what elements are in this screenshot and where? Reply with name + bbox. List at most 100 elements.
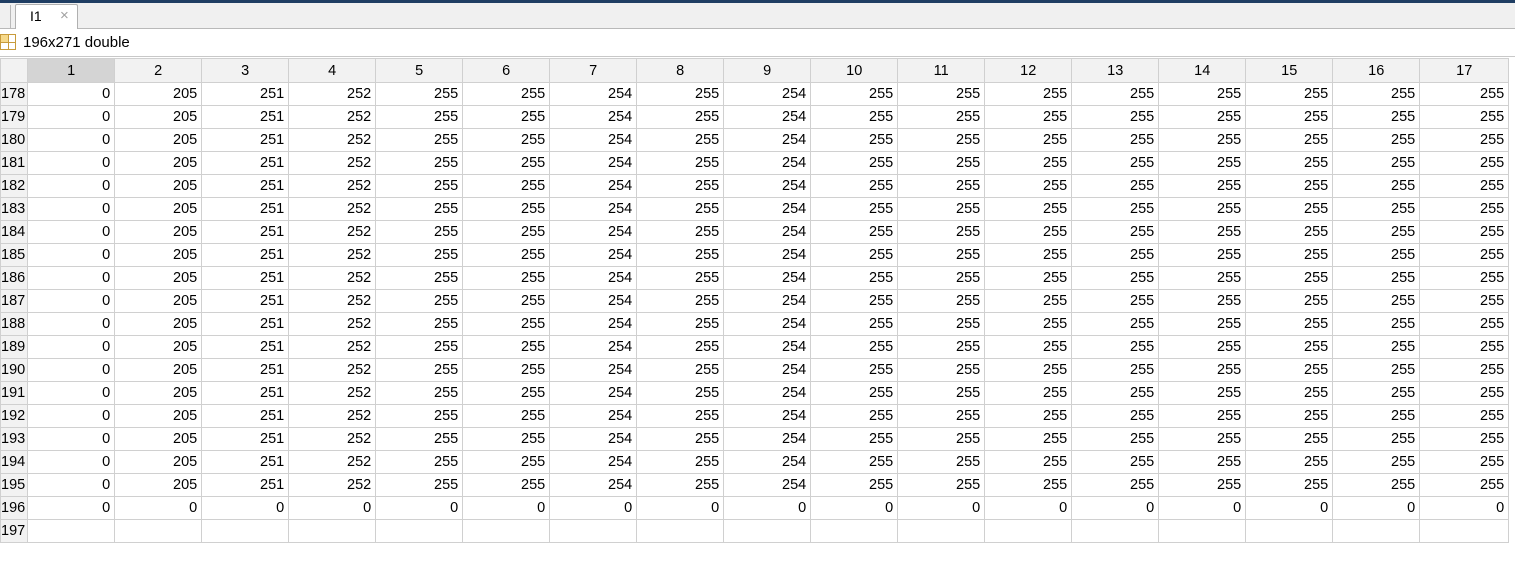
grid-cell[interactable]: 255	[1419, 243, 1510, 267]
grid-cell[interactable]: 255	[636, 128, 725, 152]
grid-cell[interactable]: 254	[549, 312, 638, 336]
grid-cell[interactable]: 205	[114, 335, 203, 359]
grid-cell[interactable]: 255	[984, 450, 1073, 474]
grid-cell[interactable]: 252	[288, 243, 377, 267]
grid-cell[interactable]: 252	[288, 289, 377, 313]
column-header[interactable]: 6	[462, 58, 551, 83]
column-header[interactable]: 3	[201, 58, 290, 83]
grid-cell[interactable]: 255	[1245, 358, 1334, 382]
grid-cell[interactable]: 251	[201, 82, 290, 106]
grid-cell[interactable]: 255	[1332, 358, 1421, 382]
grid-cell[interactable]: 255	[1419, 174, 1510, 198]
grid-cell[interactable]: 0	[201, 496, 290, 520]
grid-cell[interactable]: 255	[636, 404, 725, 428]
grid-cell[interactable]: 255	[462, 220, 551, 244]
grid-cell[interactable]	[1158, 519, 1247, 543]
grid-cell[interactable]: 0	[27, 128, 116, 152]
grid-cell[interactable]: 255	[375, 174, 464, 198]
grid-cell[interactable]: 0	[27, 335, 116, 359]
grid-cell[interactable]	[636, 519, 725, 543]
grid-cell[interactable]: 255	[1245, 82, 1334, 106]
grid-cell[interactable]: 255	[1158, 450, 1247, 474]
variable-data-grid[interactable]: 1 2 3 4 5 6 7 8 9 10 11 12 13 14 15 16 17 178 0 205 251 252 2…	[0, 58, 1510, 543]
grid-cell[interactable]: 255	[897, 289, 986, 313]
grid-cell[interactable]: 255	[1071, 174, 1160, 198]
grid-cell[interactable]: 255	[1245, 404, 1334, 428]
grid-cell[interactable]: 205	[114, 151, 203, 175]
grid-cell[interactable]: 255	[636, 151, 725, 175]
grid-cell[interactable]: 0	[27, 496, 116, 520]
grid-cell[interactable]: 255	[375, 335, 464, 359]
grid-cell[interactable]: 255	[984, 197, 1073, 221]
row-header[interactable]: 193	[0, 427, 29, 451]
grid-cell[interactable]: 255	[1071, 381, 1160, 405]
grid-cell[interactable]: 252	[288, 473, 377, 497]
grid-cell[interactable]: 255	[636, 243, 725, 267]
grid-cell[interactable]: 0	[27, 220, 116, 244]
grid-cell[interactable]: 255	[1071, 427, 1160, 451]
grid-cell[interactable]: 254	[549, 82, 638, 106]
grid-cell[interactable]: 255	[1245, 197, 1334, 221]
grid-cell[interactable]: 255	[375, 404, 464, 428]
grid-cell[interactable]: 255	[462, 358, 551, 382]
grid-cell[interactable]: 255	[1419, 381, 1510, 405]
grid-cell[interactable]: 0	[549, 496, 638, 520]
close-icon[interactable]: ×	[60, 7, 69, 24]
row-header[interactable]: 192	[0, 404, 29, 428]
grid-cell[interactable]: 0	[27, 358, 116, 382]
grid-cell[interactable]: 254	[723, 105, 812, 129]
grid-cell[interactable]: 0	[1071, 496, 1160, 520]
grid-cell[interactable]: 255	[462, 174, 551, 198]
previous-tab-stub[interactable]	[0, 5, 11, 29]
grid-cell[interactable]: 255	[810, 450, 899, 474]
grid-cell[interactable]	[27, 519, 116, 543]
grid-cell[interactable]: 252	[288, 312, 377, 336]
grid-cell[interactable]: 255	[636, 105, 725, 129]
column-header[interactable]: 15	[1245, 58, 1334, 83]
grid-cell[interactable]: 254	[549, 450, 638, 474]
grid-cell[interactable]: 255	[636, 289, 725, 313]
grid-cell[interactable]: 252	[288, 427, 377, 451]
grid-cell[interactable]: 252	[288, 197, 377, 221]
grid-cell[interactable]: 255	[984, 358, 1073, 382]
row-header[interactable]: 181	[0, 151, 29, 175]
grid-cell[interactable]: 254	[723, 450, 812, 474]
grid-cell[interactable]: 255	[462, 404, 551, 428]
grid-cell[interactable]: 255	[1332, 151, 1421, 175]
grid-cell[interactable]: 255	[1071, 82, 1160, 106]
grid-cell[interactable]: 0	[27, 427, 116, 451]
grid-cell[interactable]: 255	[1071, 473, 1160, 497]
grid-cell[interactable]: 254	[549, 243, 638, 267]
row-header[interactable]: 188	[0, 312, 29, 336]
grid-cell[interactable]: 255	[810, 266, 899, 290]
grid-cell[interactable]: 255	[636, 450, 725, 474]
column-header[interactable]: 9	[723, 58, 812, 83]
grid-cell[interactable]: 255	[375, 427, 464, 451]
grid-cell[interactable]	[375, 519, 464, 543]
grid-cell[interactable]: 205	[114, 105, 203, 129]
grid-cell[interactable]: 255	[1332, 105, 1421, 129]
grid-cell[interactable]: 255	[984, 220, 1073, 244]
grid-cell[interactable]: 254	[549, 197, 638, 221]
grid-cell[interactable]: 255	[1158, 473, 1247, 497]
row-header[interactable]: 178	[0, 82, 29, 106]
grid-cell[interactable]	[897, 519, 986, 543]
grid-cell[interactable]: 255	[462, 151, 551, 175]
grid-cell[interactable]: 0	[27, 243, 116, 267]
grid-cell[interactable]: 254	[723, 220, 812, 244]
grid-cell[interactable]: 255	[897, 151, 986, 175]
grid-cell[interactable]: 255	[897, 197, 986, 221]
grid-cell[interactable]: 254	[723, 128, 812, 152]
grid-cell[interactable]: 255	[636, 335, 725, 359]
grid-cell[interactable]: 255	[636, 358, 725, 382]
grid-cell[interactable]: 255	[462, 473, 551, 497]
grid-cell[interactable]: 255	[375, 82, 464, 106]
grid-cell[interactable]: 205	[114, 312, 203, 336]
grid-cell[interactable]: 255	[897, 450, 986, 474]
grid-cell[interactable]: 205	[114, 427, 203, 451]
grid-cell[interactable]: 255	[1158, 358, 1247, 382]
grid-cell[interactable]: 255	[897, 243, 986, 267]
grid-cell[interactable]: 255	[810, 381, 899, 405]
row-header[interactable]: 184	[0, 220, 29, 244]
grid-cell[interactable]: 254	[549, 427, 638, 451]
